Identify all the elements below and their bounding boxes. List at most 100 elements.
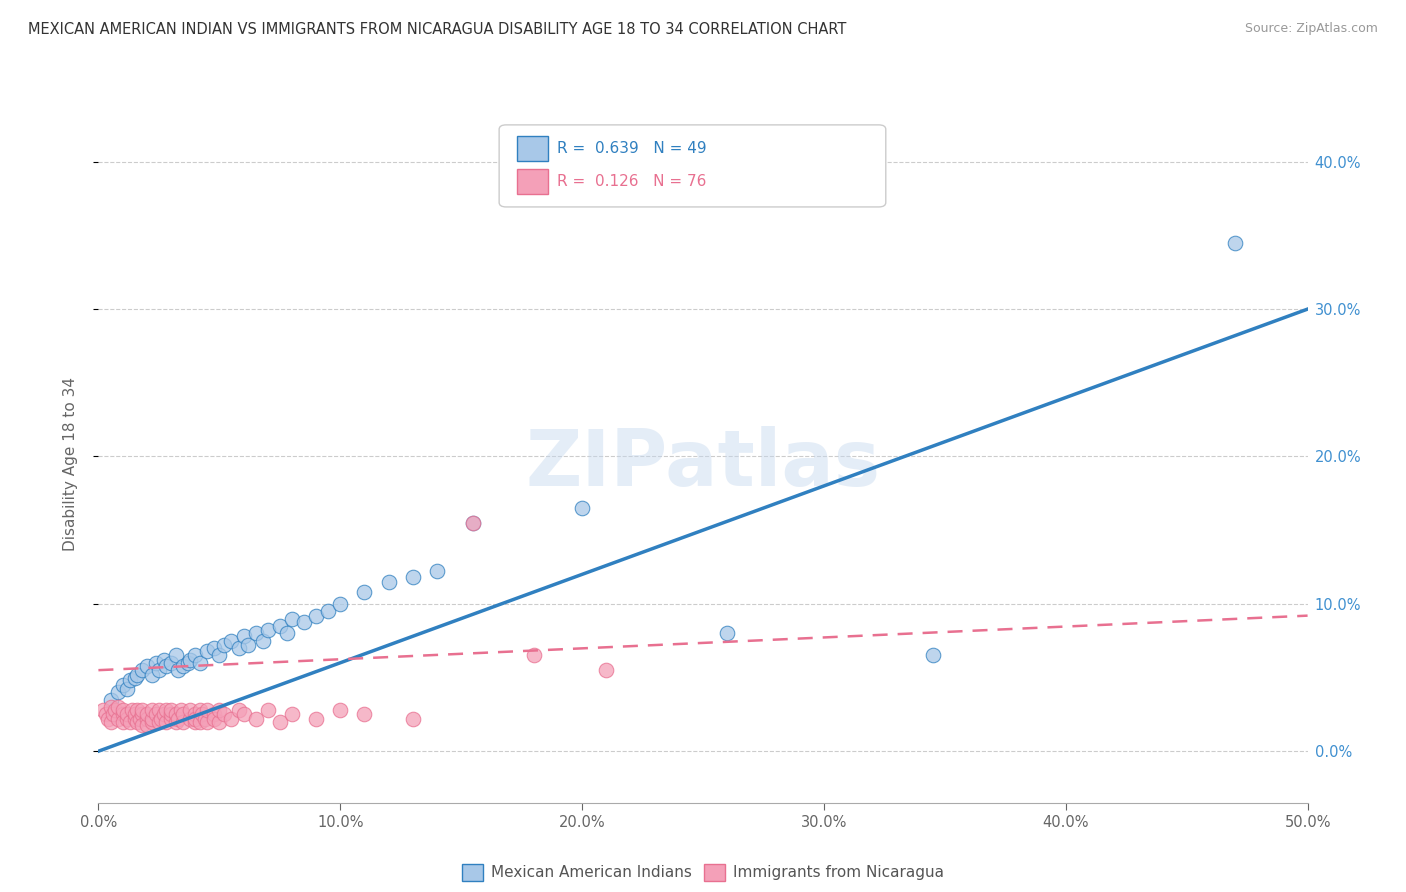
Point [111, 678, 134, 692]
Point [281, 611, 304, 625]
Point [269, 619, 291, 633]
Point [160, 707, 183, 722]
Point [104, 703, 127, 717]
Point [204, 712, 226, 726]
Point [165, 707, 187, 722]
Point [135, 712, 157, 726]
Point [94, 707, 117, 722]
Point [172, 658, 194, 673]
Point [148, 663, 170, 677]
Point [148, 703, 170, 717]
Point [188, 714, 211, 729]
Point [204, 641, 226, 656]
Point [117, 707, 139, 722]
Point [160, 656, 183, 670]
Point [221, 633, 243, 648]
Point [131, 717, 153, 731]
Point [118, 714, 141, 729]
Point [172, 707, 194, 722]
Point [232, 707, 254, 722]
Point [212, 638, 235, 652]
Point [101, 707, 124, 722]
Point [921, 648, 943, 663]
Point [141, 714, 163, 729]
Legend: Mexican American Indians, Immigrants from Nicaragua: Mexican American Indians, Immigrants fro… [456, 858, 950, 887]
Point [208, 703, 231, 717]
Point [195, 644, 218, 658]
Text: ZIPatlas: ZIPatlas [526, 425, 880, 502]
Point [353, 707, 375, 722]
Point [155, 658, 177, 673]
Text: MEXICAN AMERICAN INDIAN VS IMMIGRANTS FROM NICARAGUA DISABILITY AGE 18 TO 34 COR: MEXICAN AMERICAN INDIAN VS IMMIGRANTS FR… [28, 22, 846, 37]
Point [238, 638, 260, 652]
Point [100, 714, 122, 729]
Point [97, 712, 120, 726]
Text: Source: ZipAtlas.com: Source: ZipAtlas.com [1244, 22, 1378, 36]
Point [184, 714, 207, 729]
Point [204, 707, 226, 722]
Point [305, 608, 328, 623]
Point [141, 667, 163, 681]
Point [269, 714, 291, 729]
Point [152, 653, 174, 667]
Point [177, 656, 200, 670]
Point [228, 641, 250, 656]
Point [232, 629, 254, 643]
Point [208, 648, 231, 663]
Point [179, 703, 201, 717]
Point [195, 703, 218, 717]
Point [194, 712, 217, 726]
Point [208, 714, 231, 729]
Point [523, 648, 546, 663]
Point [124, 707, 146, 722]
Point [117, 712, 139, 726]
Point [212, 707, 235, 722]
Point [128, 712, 150, 726]
Point [131, 707, 153, 722]
Point [245, 712, 267, 726]
Point [131, 703, 153, 717]
Point [145, 707, 167, 722]
Point [167, 663, 190, 677]
Y-axis label: Disability Age 18 to 34: Disability Age 18 to 34 [63, 376, 77, 551]
Point [169, 703, 191, 717]
Point [135, 717, 157, 731]
Point [107, 700, 129, 714]
Text: R =  0.126   N = 76: R = 0.126 N = 76 [557, 174, 706, 188]
Point [150, 712, 173, 726]
Point [117, 682, 139, 697]
Point [91, 703, 114, 717]
Point [245, 626, 267, 640]
Point [595, 663, 617, 677]
Point [124, 712, 146, 726]
Point [121, 703, 143, 717]
Point [402, 570, 425, 584]
Point [195, 714, 218, 729]
Point [118, 673, 141, 688]
Point [256, 703, 278, 717]
Point [148, 714, 170, 729]
Point [127, 667, 149, 681]
Point [160, 712, 183, 726]
Point [256, 624, 278, 638]
Point [221, 712, 243, 726]
Point [167, 712, 190, 726]
Point [316, 604, 339, 618]
Point [463, 516, 485, 530]
Point [329, 597, 352, 611]
Point [329, 703, 352, 717]
Text: R =  0.639   N = 49: R = 0.639 N = 49 [557, 142, 706, 156]
Point [145, 656, 167, 670]
Point [292, 615, 315, 629]
Point [1223, 235, 1246, 250]
Point [184, 707, 207, 722]
Point [100, 700, 122, 714]
Point [172, 714, 194, 729]
Point [191, 707, 214, 722]
Point [179, 712, 201, 726]
Point [188, 703, 211, 717]
Point [426, 565, 449, 579]
Point [165, 648, 187, 663]
Point [155, 714, 177, 729]
Point [252, 633, 274, 648]
